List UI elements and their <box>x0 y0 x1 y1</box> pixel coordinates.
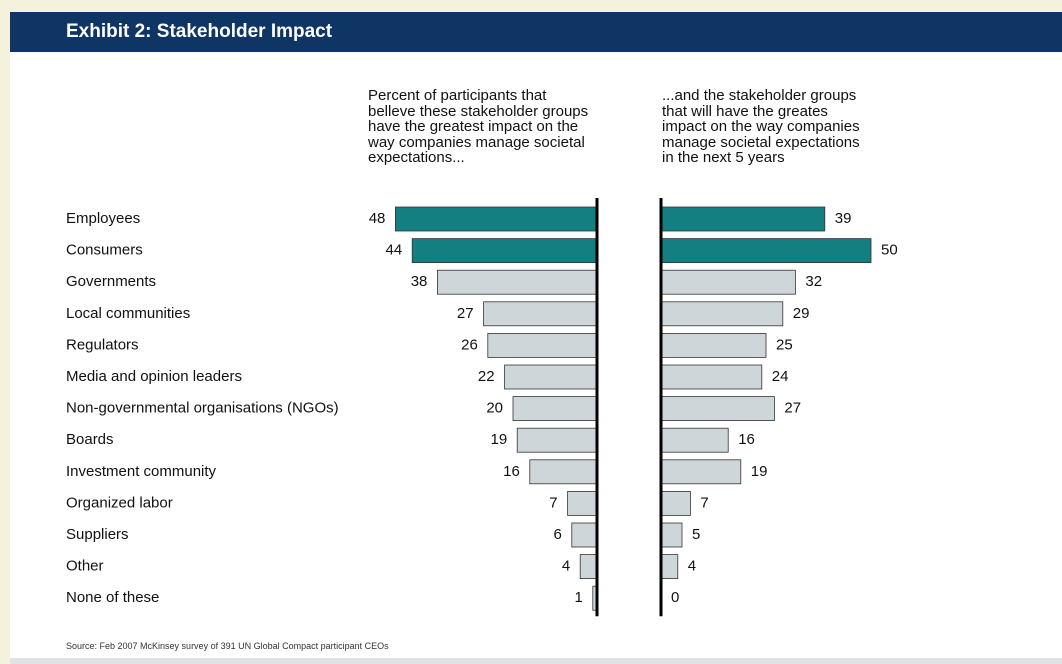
value-label: 5 <box>692 526 700 543</box>
bar <box>660 490 691 516</box>
value-label: 44 <box>386 242 403 259</box>
bar <box>487 332 598 358</box>
category-label: Other <box>66 558 104 575</box>
bar <box>660 459 742 485</box>
category-label: None of these <box>66 589 159 606</box>
value-label: 26 <box>461 336 478 353</box>
bar <box>512 396 598 422</box>
value-label: 4 <box>562 558 570 575</box>
category-label: Media and opinion leaders <box>66 368 242 385</box>
value-label: 4 <box>688 558 696 575</box>
value-label: 0 <box>671 589 679 606</box>
series-header: Percent of participants that belleve the… <box>368 87 589 166</box>
value-label: 50 <box>881 242 898 259</box>
category-label: Consumers <box>66 242 143 259</box>
bar <box>516 427 598 453</box>
category-label: Organized labor <box>66 494 173 511</box>
value-label: 20 <box>486 400 503 417</box>
value-label: 6 <box>553 526 561 543</box>
value-label: 38 <box>411 273 428 290</box>
category-label: Regulators <box>66 336 139 353</box>
bar <box>571 522 598 548</box>
bar <box>660 522 683 548</box>
category-label: Suppliers <box>66 526 129 543</box>
bar <box>411 238 598 264</box>
bar <box>660 396 775 422</box>
series-header: ...and the stakeholder groups that will … <box>662 87 860 166</box>
bar <box>660 332 767 358</box>
bar <box>567 490 598 516</box>
category-label: Investment community <box>66 463 217 480</box>
category-label: Governments <box>66 273 156 290</box>
bar <box>579 554 598 579</box>
category-label: Local communities <box>66 305 190 322</box>
bar <box>660 427 729 453</box>
category-label: Boards <box>66 431 114 448</box>
value-label: 16 <box>738 431 755 448</box>
value-label: 16 <box>503 463 520 480</box>
source-note: Source: Feb 2007 McKinsey survey of 391 … <box>66 641 389 651</box>
value-label: 19 <box>751 463 768 480</box>
value-label: 19 <box>491 431 508 448</box>
value-label: 24 <box>772 368 789 385</box>
bar <box>504 364 598 390</box>
value-label: 27 <box>457 305 474 322</box>
category-label: Employees <box>66 210 140 227</box>
bar <box>660 269 796 295</box>
chart-title: Exhibit 2: Stakeholder Impact <box>10 12 1062 52</box>
footer-rule <box>10 658 1062 664</box>
bar <box>660 554 679 579</box>
value-label: 7 <box>700 494 708 511</box>
value-label: 32 <box>805 273 822 290</box>
value-label: 1 <box>574 589 582 606</box>
bar <box>436 269 598 295</box>
value-label: 25 <box>776 336 793 353</box>
bar <box>483 301 598 327</box>
bar <box>394 206 598 232</box>
bar <box>529 459 598 485</box>
bar <box>660 301 784 327</box>
bar <box>660 364 763 390</box>
value-label: 39 <box>835 210 852 227</box>
bar <box>660 206 826 232</box>
value-label: 48 <box>369 210 386 227</box>
value-label: 29 <box>793 305 810 322</box>
value-label: 27 <box>784 400 801 417</box>
bar <box>660 238 872 264</box>
value-label: 22 <box>478 368 495 385</box>
value-label: 7 <box>549 494 557 511</box>
category-label: Non-governmental organisations (NGOs) <box>66 400 339 417</box>
